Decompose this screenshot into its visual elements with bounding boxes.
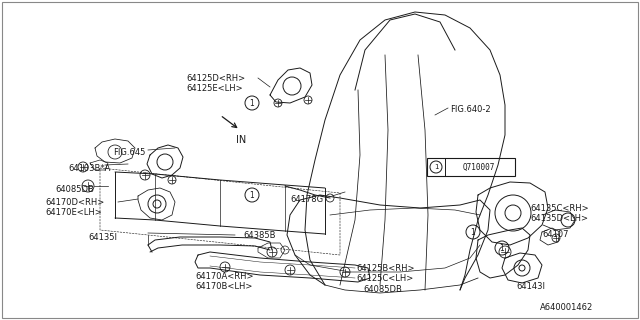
Text: 64178G: 64178G bbox=[290, 195, 323, 204]
Text: 64125E<LH>: 64125E<LH> bbox=[186, 84, 243, 93]
Text: 64143I: 64143I bbox=[516, 282, 545, 291]
Text: 64125B<RH>: 64125B<RH> bbox=[356, 264, 415, 273]
Text: 64107: 64107 bbox=[542, 230, 568, 239]
Text: 64085DB: 64085DB bbox=[363, 285, 402, 294]
Text: 1: 1 bbox=[250, 99, 254, 108]
Text: 64103B*A: 64103B*A bbox=[68, 164, 110, 173]
Text: 1: 1 bbox=[470, 228, 476, 236]
Text: FIG.640-2: FIG.640-2 bbox=[450, 105, 491, 114]
Text: 1: 1 bbox=[250, 190, 254, 199]
Text: 64085DB: 64085DB bbox=[55, 185, 94, 194]
Text: 64170D<RH>: 64170D<RH> bbox=[45, 198, 104, 207]
Text: A640001462: A640001462 bbox=[540, 303, 593, 312]
Text: 64125C<LH>: 64125C<LH> bbox=[356, 274, 413, 283]
Text: 1: 1 bbox=[500, 244, 504, 252]
Text: 64135I: 64135I bbox=[88, 233, 117, 242]
Text: 64135D<LH>: 64135D<LH> bbox=[530, 214, 588, 223]
Text: 64135C<RH>: 64135C<RH> bbox=[530, 204, 589, 213]
Text: 1: 1 bbox=[434, 164, 438, 170]
Text: FIG.645: FIG.645 bbox=[113, 148, 145, 157]
Text: 64385B: 64385B bbox=[243, 231, 275, 240]
Text: 64170E<LH>: 64170E<LH> bbox=[45, 208, 102, 217]
Text: IN: IN bbox=[236, 135, 246, 145]
Text: 64125D<RH>: 64125D<RH> bbox=[186, 74, 245, 83]
Text: 64170B<LH>: 64170B<LH> bbox=[195, 282, 252, 291]
Text: Q710007: Q710007 bbox=[463, 163, 495, 172]
Text: 64170A<RH>: 64170A<RH> bbox=[195, 272, 253, 281]
Bar bbox=[427, 158, 515, 176]
